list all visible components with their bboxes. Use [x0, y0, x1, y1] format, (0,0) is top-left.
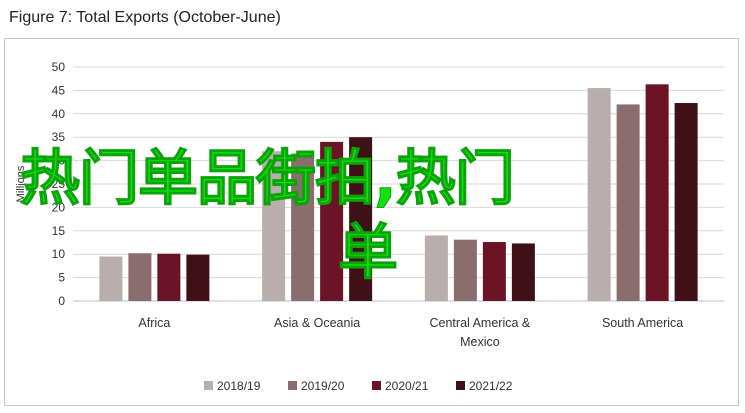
bar-2021-22	[511, 243, 535, 301]
legend-swatch	[456, 381, 465, 390]
bar-2021-22	[349, 137, 373, 301]
y-tick-label: 50	[52, 60, 66, 74]
bar-2021-22	[674, 103, 698, 301]
bar-2021-22	[186, 254, 210, 301]
x-category-label: Mexico	[460, 335, 500, 349]
bar-2019-20	[616, 104, 640, 301]
legend-swatch	[288, 381, 297, 390]
bar-2018-19	[587, 88, 611, 301]
bar-2020-21	[482, 242, 506, 301]
bar-2019-20	[453, 239, 477, 301]
legend-label: 2019/20	[301, 379, 345, 393]
x-category-label: Central America &	[430, 316, 531, 330]
y-tick-label: 35	[52, 130, 66, 144]
x-category-label: Asia & Oceania	[274, 316, 360, 330]
y-tick-label: 15	[52, 224, 66, 238]
figure-title-bar: Figure 7: Total Exports (October-June)	[0, 0, 745, 36]
bar-2020-21	[320, 141, 344, 301]
legend-label: 2021/22	[469, 379, 513, 393]
y-tick-label: 30	[52, 154, 66, 168]
y-tick-label: 0	[58, 294, 65, 308]
x-category-label: South America	[602, 316, 683, 330]
y-axis-label: Millions	[15, 165, 27, 202]
legend-label: 2018/19	[217, 379, 261, 393]
bar-2019-20	[291, 153, 315, 301]
bar-2018-19	[99, 256, 123, 301]
bar-2020-21	[645, 84, 669, 301]
bar-2019-20	[128, 253, 152, 301]
bar-2018-19	[424, 235, 448, 301]
bar-2018-19	[262, 151, 286, 301]
figure-title: Figure 7: Total Exports (October-June)	[9, 9, 281, 26]
chart-frame	[4, 38, 739, 406]
y-tick-label: 45	[52, 83, 66, 97]
legend-swatch	[372, 381, 381, 390]
y-tick-label: 20	[52, 200, 66, 214]
y-tick-label: 40	[52, 107, 66, 121]
bar-2020-21	[157, 253, 181, 301]
y-tick-label: 25	[52, 177, 66, 191]
x-category-label: Africa	[138, 316, 170, 330]
legend-swatch	[204, 381, 213, 390]
legend-label: 2020/21	[385, 379, 429, 393]
y-tick-label: 10	[52, 247, 66, 261]
y-tick-label: 5	[58, 271, 65, 285]
